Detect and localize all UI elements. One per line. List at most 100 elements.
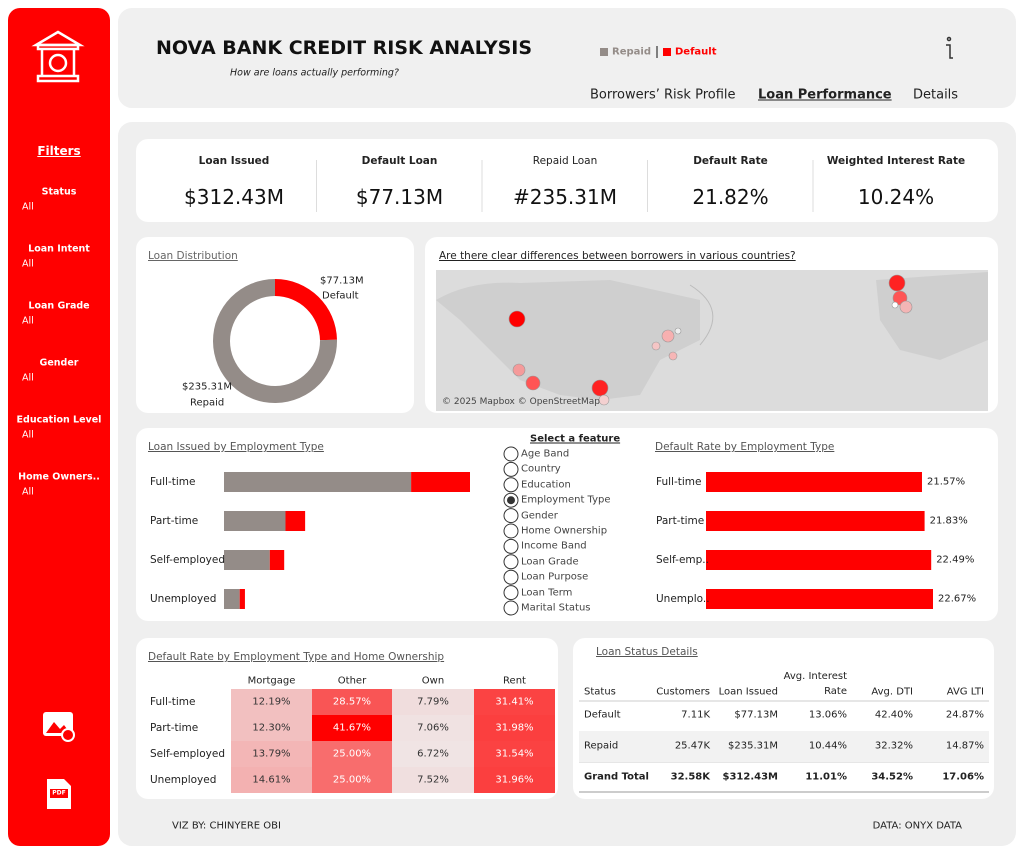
radio-button[interactable] bbox=[503, 585, 519, 601]
filter-label[interactable]: Education Level bbox=[16, 414, 102, 426]
nav-tab[interactable]: Details bbox=[913, 87, 959, 103]
category-label: Full-time bbox=[656, 476, 702, 488]
radio-option[interactable]: Marital Status bbox=[521, 602, 591, 614]
radio-option[interactable]: Employment Type bbox=[521, 494, 611, 506]
map-attribution: © 2025 Mapbox © OpenStreetMap bbox=[442, 397, 600, 407]
cell-label: 31.96% bbox=[495, 774, 534, 786]
filter-value[interactable]: All bbox=[22, 258, 34, 270]
heatmap-cell bbox=[474, 741, 555, 767]
bar-repaid bbox=[224, 550, 270, 570]
category-label: Full-time bbox=[150, 476, 196, 488]
heatmap-cell bbox=[474, 767, 555, 793]
filters-title: Filters bbox=[37, 144, 81, 158]
radio-button[interactable] bbox=[503, 600, 519, 616]
radio-option[interactable]: Gender bbox=[521, 510, 558, 522]
bar bbox=[706, 550, 932, 570]
pdf-icon[interactable] bbox=[47, 779, 71, 809]
filter-value[interactable]: All bbox=[22, 486, 34, 498]
heatmap-cell bbox=[312, 715, 392, 741]
info-icon[interactable] bbox=[946, 36, 953, 59]
radio-button[interactable] bbox=[503, 508, 519, 524]
sidebar bbox=[8, 8, 110, 846]
table-cell: Repaid bbox=[584, 740, 619, 752]
legend-swatch bbox=[600, 48, 608, 56]
selector-title: Select a feature bbox=[530, 433, 621, 445]
value-label: 22.49% bbox=[936, 554, 975, 566]
pdf-icon-text: PDF bbox=[52, 789, 66, 797]
nav-tab[interactable]: Borrowers’ Risk Profile bbox=[590, 87, 736, 103]
donut-name-label: Default bbox=[322, 290, 359, 302]
bar-default bbox=[411, 472, 470, 492]
radio-option[interactable]: Age Band bbox=[521, 448, 570, 460]
image-download-icon[interactable] bbox=[43, 712, 75, 742]
table-cell: 11.01% bbox=[805, 771, 847, 783]
bank-icon bbox=[31, 30, 85, 83]
radio-option[interactable]: Home Ownership bbox=[521, 525, 608, 537]
radio-option[interactable]: Loan Purpose bbox=[521, 571, 589, 583]
row-label: Part-time bbox=[150, 722, 199, 734]
filter-value[interactable]: All bbox=[22, 429, 34, 441]
bar-default bbox=[285, 511, 306, 531]
card-title: Default Rate by Employment Type and Home… bbox=[148, 651, 445, 663]
donut-value-label: $235.31M bbox=[182, 381, 232, 393]
card-title u: Loan Distribution bbox=[148, 250, 238, 262]
table-cell: 13.06% bbox=[808, 709, 847, 721]
bar-repaid bbox=[224, 589, 240, 609]
column-header: Own bbox=[421, 675, 445, 687]
cell-label: 31.98% bbox=[495, 722, 534, 734]
radio-button[interactable] bbox=[503, 477, 519, 493]
radio-option[interactable]: Education bbox=[521, 479, 571, 491]
cell-label: 14.61% bbox=[252, 774, 291, 786]
donut-segment bbox=[275, 279, 337, 341]
heatmap-cell bbox=[231, 715, 312, 741]
value-label: 22.67% bbox=[938, 593, 977, 605]
card-title: Loan Status Details bbox=[596, 646, 698, 658]
category-label: Unemplo.. bbox=[656, 593, 710, 605]
cell-label: 7.52% bbox=[417, 774, 449, 786]
heatmap-cell bbox=[474, 715, 555, 741]
card-title: Loan Issued by Employment Type bbox=[148, 441, 324, 453]
radio-button[interactable] bbox=[503, 446, 519, 462]
column-header: Mortgage bbox=[247, 675, 296, 687]
kpi-value: #235.31M bbox=[513, 185, 617, 209]
filter-label[interactable]: Loan Grade bbox=[28, 300, 90, 312]
radio-button[interactable] bbox=[503, 569, 519, 585]
table-cell: $312.43M bbox=[722, 771, 779, 783]
table-card bbox=[573, 638, 994, 799]
donut-card bbox=[136, 237, 414, 413]
filter-value[interactable]: All bbox=[22, 201, 34, 213]
radio-option[interactable]: Country bbox=[521, 463, 561, 475]
filter-label[interactable]: Loan Intent bbox=[28, 243, 90, 255]
kpi-label: Repaid Loan bbox=[532, 155, 598, 167]
heatmap-cell bbox=[474, 689, 555, 715]
column-header: Loan Issued bbox=[718, 686, 778, 698]
nav-tab[interactable]: Loan Performance bbox=[758, 87, 892, 103]
map-points bbox=[508, 274, 913, 406]
filter-label[interactable]: Gender bbox=[39, 357, 79, 369]
legend-swatch bbox=[663, 48, 671, 56]
bar-default bbox=[269, 550, 285, 570]
value-label: 21.57% bbox=[926, 476, 966, 488]
filter-value[interactable]: All bbox=[22, 315, 34, 327]
radio-option[interactable]: Loan Grade bbox=[521, 556, 579, 568]
row-highlight bbox=[579, 731, 989, 762]
cell-label: 7.79% bbox=[417, 696, 449, 708]
radio-option[interactable]: Income Band bbox=[521, 540, 587, 552]
radio-option[interactable]: Loan Term bbox=[521, 587, 573, 599]
filter-label[interactable]: Home Owners.. bbox=[18, 471, 100, 483]
filter-value[interactable]: All bbox=[22, 372, 34, 384]
table-cell: 32.32% bbox=[874, 740, 913, 752]
radio-button[interactable] bbox=[503, 554, 519, 570]
table-cell: Grand Total bbox=[584, 771, 649, 783]
radio-button[interactable] bbox=[503, 538, 519, 554]
legend-label: Default bbox=[675, 46, 717, 58]
radio-button[interactable] bbox=[503, 523, 519, 539]
card-title: Default Rate by Employment Type bbox=[655, 441, 835, 453]
table-cell: $235.31M bbox=[728, 740, 778, 752]
column-header: Status bbox=[584, 686, 616, 698]
bar-repaid bbox=[224, 472, 412, 492]
filter-label[interactable]: Status bbox=[41, 186, 77, 198]
radio-button[interactable] bbox=[503, 461, 519, 477]
header-panel bbox=[118, 8, 1016, 108]
